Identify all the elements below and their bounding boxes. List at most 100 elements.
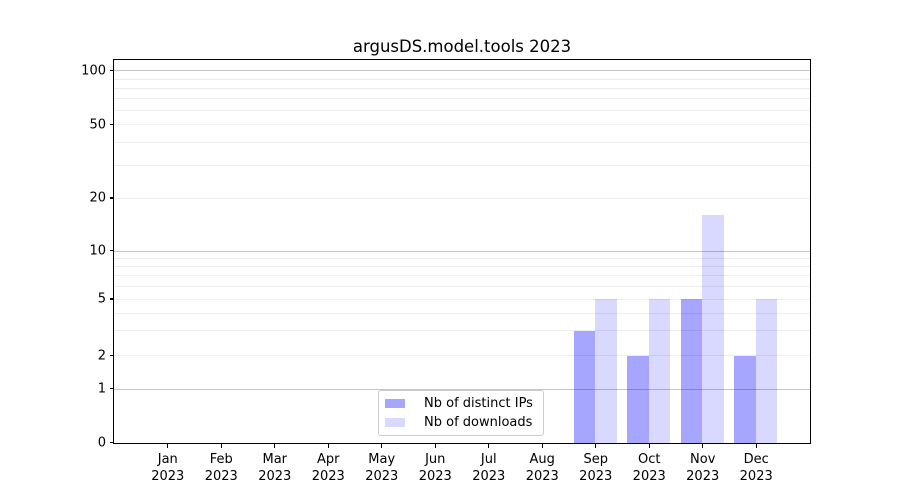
y-tick-mark [109, 123, 113, 126]
x-tick-label: Jul 2023 [462, 452, 516, 485]
x-tick-mark [488, 444, 490, 448]
y-tick-label: 50 [89, 117, 106, 133]
legend-item: Nb of distinct IPs [385, 395, 543, 413]
y-tick-label: 0 [97, 435, 106, 451]
bar-nb-of-distinct-ips [680, 299, 703, 443]
y-tick-mark [109, 70, 113, 72]
x-tick-label: Mar 2023 [248, 452, 302, 485]
bar-nb-of-downloads [702, 215, 724, 443]
x-tick-year: 2023 [686, 468, 720, 484]
y-tick-mark [109, 298, 113, 300]
x-tick-year: 2023 [365, 468, 399, 484]
minor-gridline [114, 124, 810, 126]
y-tick-mark [109, 197, 113, 199]
x-tick-month: Jan [157, 452, 178, 467]
minor-gridline [114, 355, 810, 357]
x-tick-month: Apr [317, 452, 340, 467]
plot-area [113, 59, 811, 444]
legend-swatch-distinct-ips [385, 398, 405, 409]
bar-nb-of-distinct-ips [734, 355, 756, 443]
minor-gridline [114, 330, 810, 332]
chart-title: argusDS.model.tools 2023 [352, 37, 572, 56]
x-tick-label: Nov 2023 [676, 452, 730, 485]
x-tick-label: Jun 2023 [408, 452, 462, 485]
x-tick-mark [648, 444, 650, 448]
x-tick-year: 2023 [258, 468, 292, 484]
x-tick-mark [381, 444, 383, 448]
x-tick-label: May 2023 [355, 452, 409, 485]
bar-nb-of-downloads [595, 299, 617, 443]
bar-nb-of-downloads [648, 299, 671, 443]
y-tick-mark [109, 250, 113, 252]
x-tick-month: Dec [743, 452, 769, 467]
x-tick-mark [755, 444, 757, 448]
major-gridline [114, 250, 810, 252]
minor-gridline [114, 78, 810, 80]
major-gridline [114, 388, 810, 390]
minor-gridline [114, 286, 810, 288]
y-tick-mark [109, 354, 113, 357]
x-tick-label: Oct 2023 [622, 452, 676, 485]
legend-label-distinct-ips: Nb of distinct IPs [424, 396, 533, 411]
minor-gridline [114, 266, 810, 268]
y-tick-label: 5 [97, 291, 106, 307]
x-tick-month: Feb [209, 452, 233, 467]
x-tick-month: Aug [529, 452, 555, 467]
minor-gridline [114, 312, 810, 314]
minor-gridline [114, 298, 810, 300]
minor-gridline [114, 142, 810, 144]
bar-nb-of-downloads [755, 299, 778, 443]
x-tick-mark [595, 444, 597, 448]
y-tick-label: 100 [81, 63, 106, 79]
x-tick-year: 2023 [311, 468, 345, 484]
x-tick-month: Nov [690, 452, 716, 467]
minor-gridline [114, 257, 810, 259]
y-tick-mark [109, 388, 113, 390]
x-tick-label: Feb 2023 [194, 452, 248, 485]
x-tick-label: Apr 2023 [301, 452, 355, 485]
x-tick-year: 2023 [418, 468, 452, 484]
x-tick-month: Oct [637, 452, 661, 467]
x-tick-mark [327, 444, 329, 448]
x-tick-label: Dec 2023 [729, 452, 783, 485]
minor-gridline [114, 275, 810, 277]
minor-gridline [114, 98, 810, 100]
major-gridline [114, 70, 810, 72]
bar-nb-of-distinct-ips [627, 355, 649, 443]
minor-gridline [114, 165, 810, 167]
x-tick-mark [702, 444, 704, 448]
bar-nb-of-distinct-ips [573, 330, 596, 443]
x-tick-label: Sep 2023 [569, 452, 623, 485]
x-tick-month: Mar [262, 452, 288, 467]
x-tick-label: Aug 2023 [515, 452, 569, 485]
x-tick-mark [274, 444, 276, 448]
y-tick-label: 10 [89, 243, 106, 259]
minor-gridline [114, 87, 810, 89]
x-tick-year: 2023 [151, 468, 185, 484]
x-tick-mark [220, 444, 222, 448]
x-tick-year: 2023 [739, 468, 773, 484]
legend-item: Nb of downloads [385, 414, 543, 432]
y-tick-label: 20 [89, 190, 106, 206]
x-tick-year: 2023 [632, 468, 666, 484]
x-tick-mark [167, 444, 169, 448]
x-tick-label: Jan 2023 [141, 452, 195, 485]
x-tick-month: Sep [583, 452, 608, 467]
x-tick-year: 2023 [472, 468, 506, 484]
x-tick-month: May [368, 452, 396, 467]
legend: Nb of distinct IPs Nb of downloads [378, 390, 544, 436]
legend-label-downloads: Nb of downloads [424, 415, 533, 430]
x-tick-month: Jul [480, 452, 497, 467]
x-tick-month: Jun [425, 452, 446, 467]
y-tick-mark [109, 442, 113, 444]
minor-gridline [114, 110, 810, 112]
x-tick-mark [541, 444, 543, 448]
x-tick-year: 2023 [204, 468, 238, 484]
x-tick-year: 2023 [579, 468, 613, 484]
legend-swatch-downloads [385, 417, 405, 428]
y-tick-label: 2 [97, 348, 106, 363]
y-tick-label: 1 [97, 381, 106, 397]
x-tick-mark [434, 444, 436, 448]
minor-gridline [114, 197, 810, 199]
